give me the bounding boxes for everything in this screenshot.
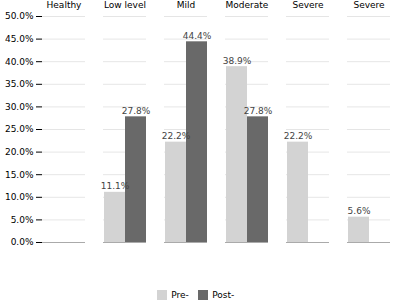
svg-text:27.8%: 27.8% — [122, 106, 151, 116]
html-text:Pre-: Pre- — [171, 289, 189, 300]
svg-text:45.0%: 45.0% — [5, 34, 34, 44]
svg-text:20.0%: 20.0% — [5, 147, 34, 157]
svg-text:27.8%: 27.8% — [244, 106, 273, 116]
svg-text:38.9%: 38.9% — [223, 56, 252, 66]
svg-text:Mild: Mild — [177, 0, 195, 10]
svg-text:35.0%: 35.0% — [5, 79, 34, 89]
svg-text:15.0%: 15.0% — [5, 170, 34, 180]
svg-text:Healthy: Healthy — [47, 0, 83, 10]
svg-text:5.0%: 5.0% — [11, 215, 34, 225]
svg-text:25.0%: 25.0% — [5, 124, 34, 134]
svg-text:ModerateSevere: ModerateSevere — [287, 0, 330, 10]
svg-text:22.2%: 22.2% — [162, 131, 191, 141]
svg-text:5.6%: 5.6% — [348, 206, 371, 216]
svg-text:10.0%: 10.0% — [5, 192, 34, 202]
svg-text:Severe: Severe — [353, 0, 385, 10]
svg-text:Low level: Low level — [104, 0, 146, 10]
svg-text:44.4%: 44.4% — [183, 31, 212, 41]
svg-text:30.0%: 30.0% — [5, 102, 34, 112]
svg-text:11.1%: 11.1% — [101, 181, 130, 191]
svg-text:40.0%: 40.0% — [5, 57, 34, 67]
html-text:Post-: Post- — [212, 289, 235, 300]
svg-text:0.0%: 0.0% — [11, 237, 34, 247]
svg-text:50.0%: 50.0% — [5, 11, 34, 21]
svg-text:Moderate: Moderate — [226, 0, 269, 10]
svg-text:22.2%: 22.2% — [284, 131, 313, 141]
